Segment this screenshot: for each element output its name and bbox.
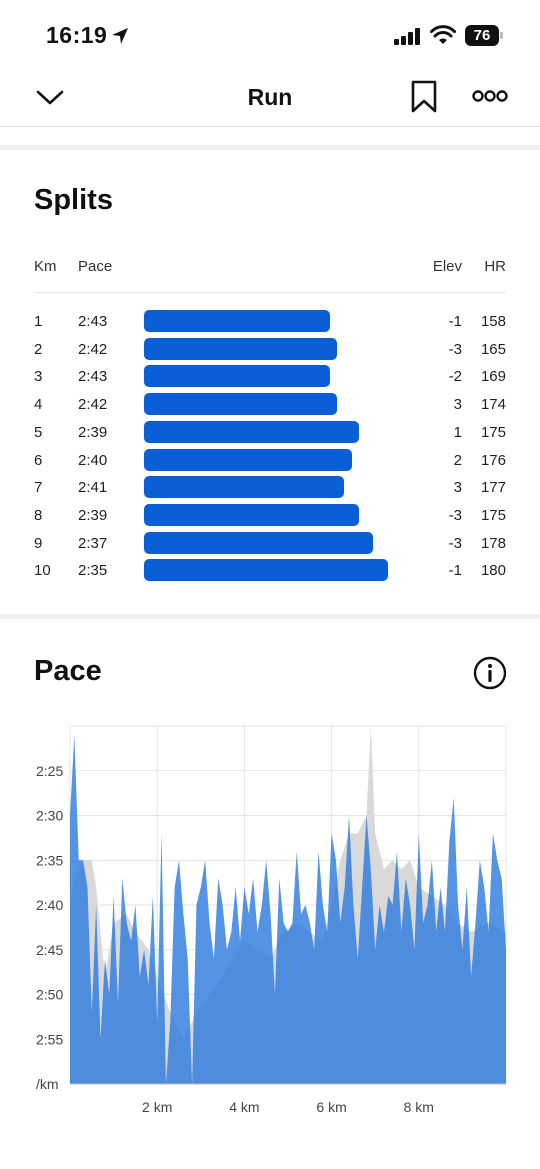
split-pace: 2:35 — [78, 562, 108, 580]
splits-header-km: Km — [34, 258, 57, 275]
split-pace: 2:40 — [78, 451, 108, 469]
split-elev: -3 — [448, 534, 462, 552]
split-elev: 1 — [453, 423, 462, 441]
x-tick-label: 8 km — [404, 1099, 434, 1115]
split-pace-bar — [144, 420, 359, 443]
split-elev: 2 — [453, 451, 462, 469]
split-km: 7 — [34, 479, 43, 497]
split-pace: 2:39 — [78, 423, 108, 441]
y-tick-label: 2:50 — [36, 987, 63, 1003]
split-km: 9 — [34, 534, 43, 552]
page-title: Run — [247, 84, 293, 110]
split-row: 4 2:42 3 174 — [0, 391, 540, 419]
split-pace-bar — [144, 337, 337, 360]
split-km: 8 — [34, 506, 43, 524]
split-elev: -1 — [448, 313, 462, 330]
nav-bar: Run — [0, 70, 540, 127]
chevron-down-icon[interactable] — [36, 86, 64, 108]
split-km: 2 — [34, 340, 43, 358]
split-pace: 2:41 — [78, 479, 108, 497]
y-tick-label: 2:30 — [36, 808, 63, 824]
split-hr: 177 — [480, 479, 506, 497]
split-elev: 3 — [453, 396, 462, 414]
splits-header-divider — [34, 292, 506, 293]
split-row: 8 2:39 -3 175 — [0, 502, 540, 530]
split-elev: -2 — [448, 368, 462, 386]
cellular-signal-icon — [394, 28, 420, 45]
splits-header-elev: Elev — [432, 258, 462, 275]
info-icon[interactable] — [473, 656, 507, 690]
y-tick-label: /km — [36, 1076, 59, 1092]
split-hr: 165 — [480, 340, 506, 358]
x-tick-label: 4 km — [229, 1099, 259, 1115]
section-divider — [0, 145, 540, 150]
splits-header-pace: Pace — [78, 258, 113, 275]
y-tick-label: 2:40 — [36, 897, 63, 913]
splits-title: Splits — [34, 184, 113, 216]
split-km: 1 — [34, 313, 43, 330]
battery-level: 76 — [465, 25, 499, 46]
split-pace: 2:42 — [78, 340, 108, 358]
y-tick-label: 2:35 — [36, 852, 63, 868]
split-elev: 3 — [453, 479, 462, 497]
split-pace-bar — [144, 476, 345, 499]
split-row: 7 2:41 3 177 — [0, 474, 540, 502]
split-hr: 158 — [480, 313, 506, 330]
split-pace: 2:37 — [78, 534, 108, 552]
split-elev: -3 — [448, 506, 462, 524]
section-divider — [0, 614, 540, 619]
pace-chart: 2:25 2:30 2:35 2:40 2:45 2:50 2:55/km 2 km 4 km 6… — [36, 725, 507, 1115]
split-hr: 175 — [480, 423, 506, 441]
y-tick-label: 2:55 — [36, 1031, 63, 1047]
splits-header-hr: HR — [484, 258, 506, 275]
split-pace: 2:43 — [78, 313, 108, 330]
split-elev: -1 — [448, 562, 462, 580]
split-hr: 174 — [480, 396, 506, 414]
split-row: 1 2:43 -1 158 — [0, 308, 540, 336]
split-pace-bar — [144, 559, 388, 582]
split-pace-bar — [144, 503, 359, 526]
split-km: 4 — [34, 396, 43, 414]
split-pace-bar — [144, 448, 352, 471]
split-pace-bar — [144, 393, 337, 416]
split-km: 10 — [34, 562, 51, 580]
split-hr: 169 — [480, 368, 506, 386]
more-options-icon[interactable] — [472, 88, 508, 104]
split-row: 2 2:42 -3 165 — [0, 336, 540, 364]
y-tick-label: 2:45 — [36, 942, 63, 958]
split-hr: 175 — [480, 506, 506, 524]
status-bar: 16:19 76 — [0, 0, 540, 70]
split-km: 5 — [34, 423, 43, 441]
split-hr: 176 — [480, 451, 506, 469]
split-pace: 2:39 — [78, 506, 108, 524]
wifi-icon — [430, 25, 456, 44]
pace-area — [70, 734, 506, 1084]
split-row: 5 2:39 1 175 — [0, 419, 540, 447]
status-time: 16:19 — [46, 22, 108, 48]
split-pace-bar — [144, 365, 330, 388]
battery-icon: 76 — [465, 25, 503, 46]
split-km: 3 — [34, 368, 43, 386]
split-elev: -3 — [448, 340, 462, 358]
x-tick-label: 6 km — [316, 1099, 346, 1115]
location-arrow-icon — [112, 28, 128, 44]
bookmark-icon[interactable] — [410, 80, 438, 114]
split-pace: 2:43 — [78, 368, 108, 386]
split-hr: 178 — [480, 534, 506, 552]
y-tick-label: 2:25 — [36, 763, 63, 779]
split-pace: 2:42 — [78, 396, 108, 414]
x-tick-label: 2 km — [142, 1099, 172, 1115]
split-row: 9 2:37 -3 178 — [0, 530, 540, 558]
split-row: 6 2:40 2 176 — [0, 447, 540, 475]
split-pace-bar — [144, 531, 374, 554]
split-hr: 180 — [480, 562, 506, 580]
split-row: 3 2:43 -2 169 — [0, 363, 540, 391]
pace-title: Pace — [34, 655, 102, 687]
split-km: 6 — [34, 451, 43, 469]
split-row: 10 2:35 -1 180 — [0, 557, 540, 585]
split-pace-bar — [144, 310, 330, 332]
